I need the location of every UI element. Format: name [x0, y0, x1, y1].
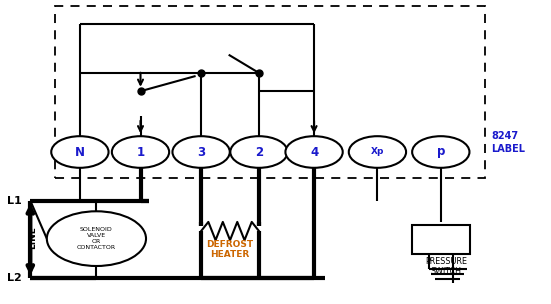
Circle shape	[412, 136, 469, 168]
Text: LINE: LINE	[29, 226, 37, 249]
Circle shape	[47, 211, 146, 266]
Text: 2: 2	[255, 146, 263, 158]
Text: DEFROST
HEATER: DEFROST HEATER	[207, 240, 253, 259]
Text: 1: 1	[137, 146, 144, 158]
Circle shape	[51, 136, 109, 168]
Text: 3: 3	[197, 146, 205, 158]
Circle shape	[172, 136, 230, 168]
Text: L2: L2	[7, 273, 21, 283]
Circle shape	[230, 136, 288, 168]
Text: SOLENOID
VALVE
OR
CONTACTOR: SOLENOID VALVE OR CONTACTOR	[77, 227, 116, 250]
Text: PRESSURE
SWITCH: PRESSURE SWITCH	[425, 257, 467, 276]
Circle shape	[112, 136, 169, 168]
Circle shape	[349, 136, 406, 168]
Bar	[412, 225, 469, 254]
Text: p: p	[436, 146, 445, 158]
Text: N: N	[75, 146, 85, 158]
Bar	[55, 6, 485, 178]
Text: Xp: Xp	[371, 147, 384, 157]
Circle shape	[285, 136, 343, 168]
Text: L1: L1	[7, 196, 21, 206]
Text: 4: 4	[310, 146, 318, 158]
Text: 8247
LABEL: 8247 LABEL	[491, 131, 526, 154]
